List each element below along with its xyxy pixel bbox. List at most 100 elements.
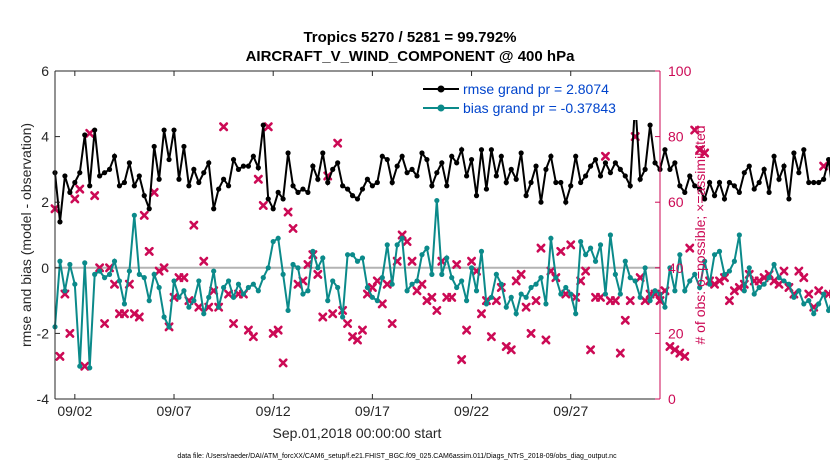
obs-marker xyxy=(476,309,486,319)
bias-point xyxy=(285,307,291,314)
rmse-point xyxy=(111,153,118,159)
bias-point xyxy=(746,265,752,271)
x-axis-label: Sep.01,2018 00:00:00 start xyxy=(273,425,442,441)
rmse-point xyxy=(806,179,812,186)
x-ticks: 09/02 09/07 09/12 09/17 09/22 09/27 xyxy=(57,71,588,419)
bias-point xyxy=(394,242,400,248)
obs-marker xyxy=(248,332,258,342)
x-tick-label: 09/12 xyxy=(256,403,291,419)
obs-marker xyxy=(149,187,159,197)
rmse-point xyxy=(275,189,281,195)
rmse-point xyxy=(136,173,142,179)
bias-point xyxy=(597,242,604,248)
bias-point xyxy=(652,288,658,294)
rmse-point xyxy=(642,166,648,172)
bias-point xyxy=(255,288,261,294)
bias-point xyxy=(325,298,331,304)
bias-point xyxy=(454,284,460,291)
obs-marker xyxy=(377,299,387,309)
obs-marker xyxy=(526,328,536,338)
bias-point xyxy=(632,278,638,284)
rmse-point xyxy=(315,176,321,182)
rmse-point xyxy=(116,183,123,189)
bias-point xyxy=(181,288,187,294)
rmse-point xyxy=(826,156,830,163)
bias-point xyxy=(250,281,256,287)
rmse-point xyxy=(568,183,574,189)
bias-point xyxy=(647,298,653,304)
rmse-point xyxy=(409,166,415,172)
bias-point xyxy=(587,245,594,251)
bias-point xyxy=(518,291,524,297)
rmse-point xyxy=(449,153,455,159)
obs-marker xyxy=(273,325,283,335)
obs-marker xyxy=(427,292,437,302)
rmse-point xyxy=(394,163,400,169)
rmse-point xyxy=(597,173,604,179)
rmse-point xyxy=(468,156,475,163)
bias-point xyxy=(602,291,609,297)
data-file-footnote: data file: /Users/raeder/DAI/ATM_forcXX/… xyxy=(177,453,617,460)
obs-marker xyxy=(407,256,417,266)
obs-marker xyxy=(313,269,323,279)
rmse-point xyxy=(553,179,559,186)
bias-point xyxy=(622,258,628,264)
obs-marker xyxy=(85,128,95,138)
chart-subtitle: AIRCRAFT_V_WIND_COMPONENT @ 400 hPa xyxy=(246,48,576,65)
obs-marker xyxy=(134,312,144,322)
rmse-point xyxy=(622,173,628,179)
rmse-point xyxy=(726,179,733,186)
bias-point xyxy=(711,252,718,258)
rmse-point xyxy=(359,186,366,192)
rmse-point xyxy=(240,163,247,169)
y-tick-label: 4 xyxy=(41,129,49,145)
bias-point xyxy=(235,281,242,287)
bias-point xyxy=(196,278,202,284)
rmse-point xyxy=(429,183,435,189)
y2-tick-label: 80 xyxy=(668,129,684,145)
obs-marker xyxy=(799,273,809,283)
obs-marker xyxy=(318,312,328,322)
rmse-point xyxy=(528,179,534,186)
rmse-point xyxy=(340,183,346,189)
y-tick-label: 2 xyxy=(41,194,49,210)
bias-point xyxy=(667,265,673,271)
rmse-point xyxy=(463,173,470,179)
obs-marker xyxy=(516,269,526,279)
rmse-point xyxy=(399,153,405,159)
rmse-point xyxy=(518,150,524,156)
bias-point xyxy=(478,248,485,254)
bias-point xyxy=(111,258,118,264)
obs-marker xyxy=(199,256,209,266)
obs-marker xyxy=(690,125,700,135)
rmse-point xyxy=(706,179,713,186)
legend-rmse-label: rmse grand pr = 2.8074 xyxy=(463,81,609,97)
rmse-point xyxy=(77,170,83,176)
bias-point xyxy=(211,268,217,274)
bias-point xyxy=(305,288,311,294)
y-tick-label: 6 xyxy=(41,63,49,79)
rmse-point xyxy=(265,196,271,202)
rmse-point xyxy=(816,179,822,186)
rmse-point xyxy=(389,179,395,186)
obs-marker xyxy=(566,240,576,250)
rmse-point xyxy=(493,173,499,179)
y2-tick-label: 60 xyxy=(668,194,684,210)
bias-point xyxy=(726,268,733,274)
bias-point xyxy=(568,291,574,297)
obs-marker xyxy=(328,309,338,319)
y2-tick-label: 100 xyxy=(668,63,692,79)
bias-point xyxy=(463,298,470,304)
y-axis-label: rmse and bias (model - observation) xyxy=(18,123,34,347)
rmse-point xyxy=(637,176,643,182)
rmse-point xyxy=(419,150,425,156)
obs-marker xyxy=(462,325,472,335)
bias-point xyxy=(72,281,78,287)
rmse-point xyxy=(106,166,113,172)
bias-point xyxy=(245,284,252,291)
legend-box xyxy=(418,80,653,120)
rmse-point xyxy=(821,176,827,182)
rmse-point xyxy=(692,183,698,189)
rmse-point xyxy=(796,170,802,176)
obs-marker xyxy=(229,319,239,329)
